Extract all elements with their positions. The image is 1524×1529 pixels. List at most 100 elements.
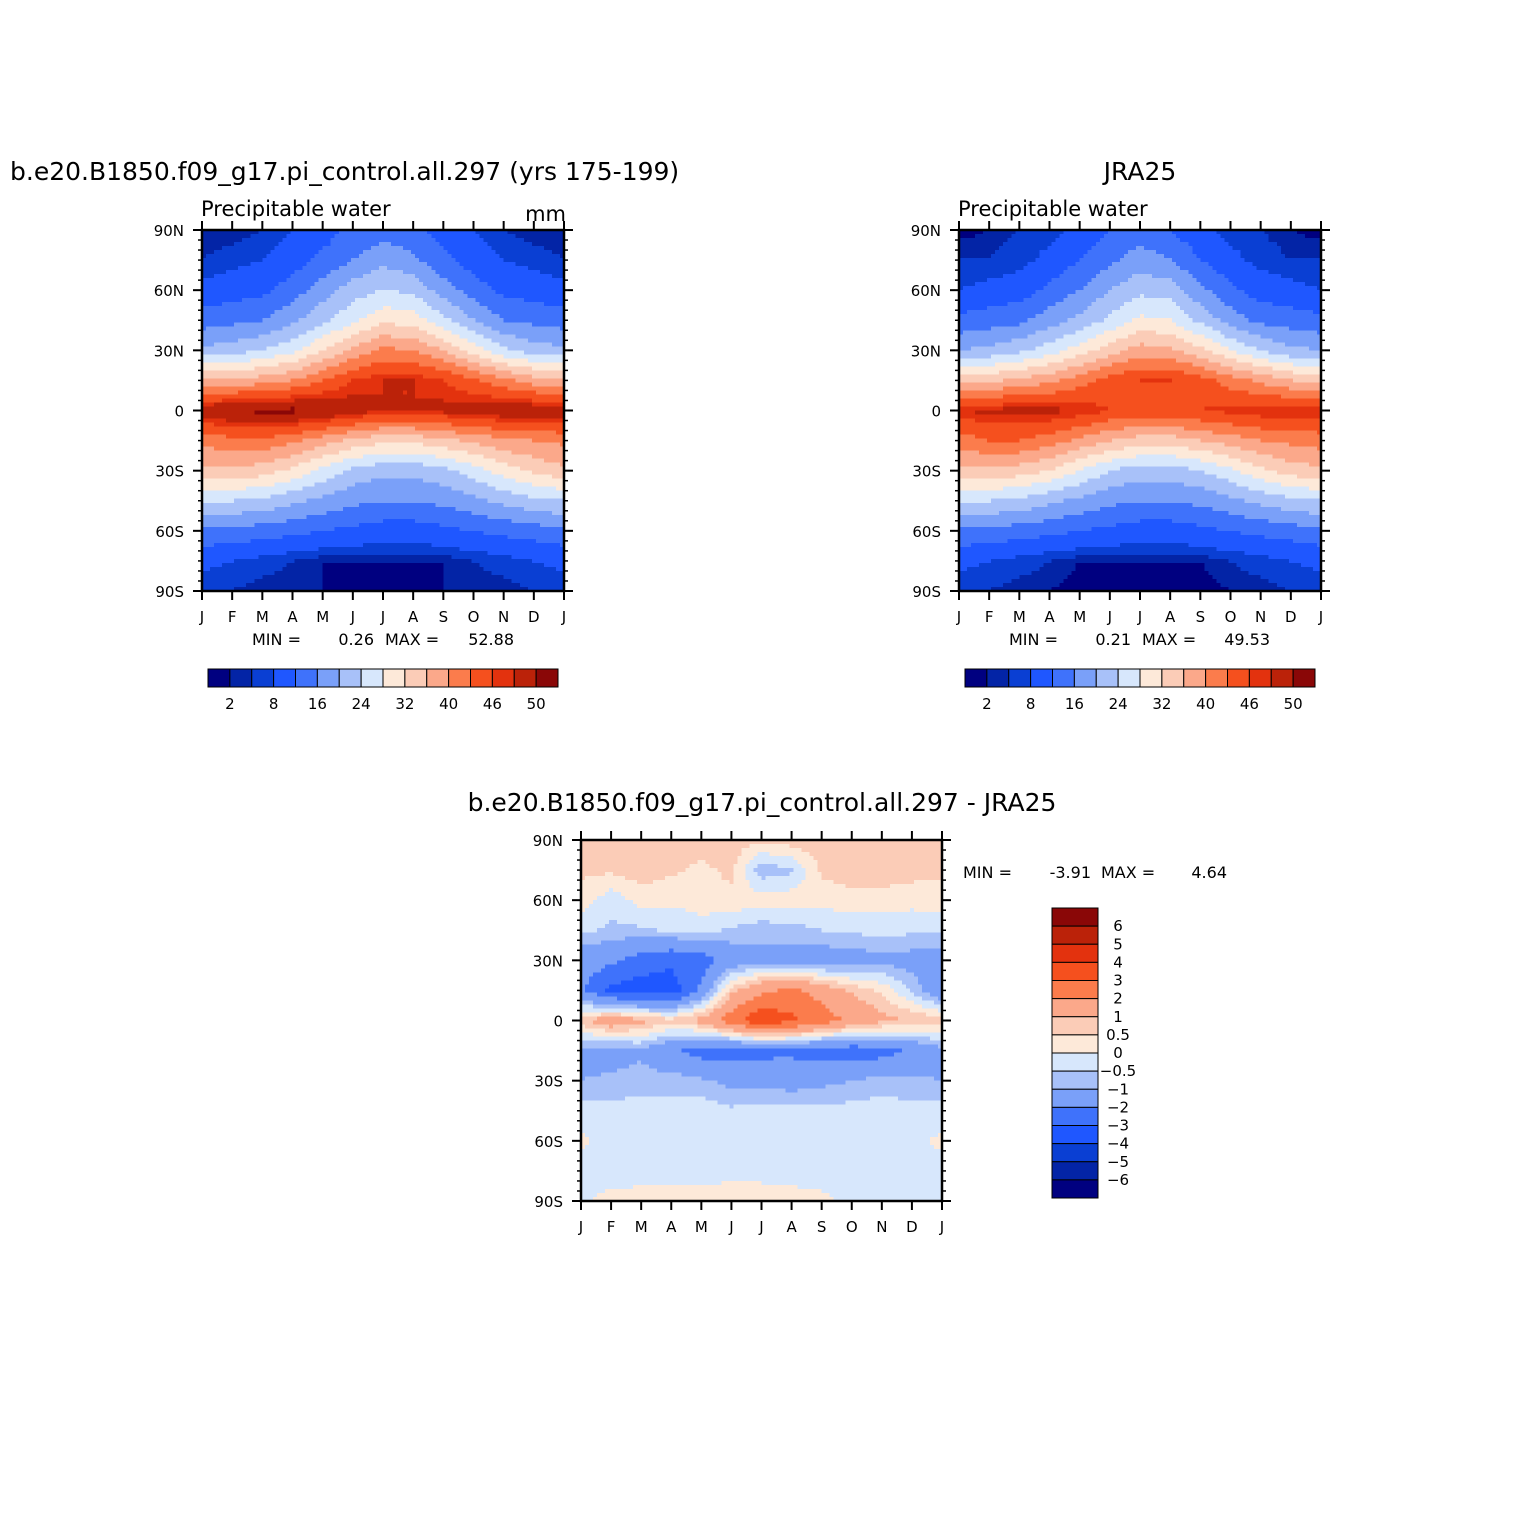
heatmap-cell xyxy=(391,411,396,416)
heatmap-cell xyxy=(206,443,211,448)
heatmap-cell xyxy=(335,427,340,432)
heatmap-cell xyxy=(327,419,332,424)
heatmap-cell xyxy=(484,330,489,335)
heatmap-cell xyxy=(363,362,368,367)
heatmap-cell xyxy=(455,290,460,295)
heatmap-cell xyxy=(218,427,223,432)
heatmap-cell xyxy=(467,406,472,411)
heatmap-cell xyxy=(423,238,428,243)
heatmap-cell xyxy=(363,314,368,319)
heatmap-cell xyxy=(552,302,557,307)
heatmap-cell xyxy=(355,326,360,331)
heatmap-cell xyxy=(331,394,336,399)
heatmap-cell xyxy=(274,386,279,391)
heatmap-cell xyxy=(226,318,231,323)
heatmap-cell xyxy=(540,306,545,311)
heatmap-cell xyxy=(508,290,513,295)
heatmap-cell xyxy=(278,234,283,239)
heatmap-cell xyxy=(230,314,235,319)
heatmap-cell xyxy=(307,411,312,416)
heatmap-cell xyxy=(307,246,312,251)
heatmap-cell xyxy=(355,423,360,428)
heatmap-cell xyxy=(258,310,263,315)
heatmap-cell xyxy=(504,326,509,331)
heatmap-cell xyxy=(282,322,287,327)
heatmap-cell xyxy=(242,427,247,432)
heatmap-cell xyxy=(399,258,404,263)
heatmap-cell xyxy=(476,358,481,363)
heatmap-cell xyxy=(532,246,537,251)
heatmap-cell xyxy=(371,242,376,247)
heatmap-cell xyxy=(375,370,380,375)
heatmap-cell xyxy=(250,435,255,440)
heatmap-cell xyxy=(552,258,557,263)
heatmap-cell xyxy=(387,378,392,383)
heatmap-cell xyxy=(319,354,324,359)
heatmap-cell xyxy=(512,443,517,448)
heatmap-cell xyxy=(367,443,372,448)
heatmap-cell xyxy=(500,242,505,247)
heatmap-cell xyxy=(371,234,376,239)
heatmap-cell xyxy=(343,374,348,379)
heatmap-cell xyxy=(423,411,428,416)
heatmap-cell xyxy=(423,439,428,444)
heatmap-cell xyxy=(395,423,400,428)
heatmap-cell xyxy=(435,318,440,323)
heatmap-cell xyxy=(258,306,263,311)
heatmap-cell xyxy=(415,415,420,420)
heatmap-cell xyxy=(520,354,525,359)
heatmap-cell xyxy=(270,318,275,323)
heatmap-cell xyxy=(403,406,408,411)
heatmap-cell xyxy=(323,250,328,255)
heatmap-cell xyxy=(299,342,304,347)
heatmap-cell xyxy=(218,302,223,307)
heatmap-cell xyxy=(520,398,525,403)
heatmap-cell xyxy=(347,246,352,251)
heatmap-cell xyxy=(459,254,464,259)
heatmap-cell xyxy=(423,282,428,287)
heatmap-cell xyxy=(443,431,448,436)
heatmap-cell xyxy=(447,394,452,399)
heatmap-cell xyxy=(439,246,444,251)
heatmap-cell xyxy=(467,274,472,279)
heatmap-cell xyxy=(379,302,384,307)
heatmap-cell xyxy=(319,330,324,335)
heatmap-cell xyxy=(303,298,308,303)
heatmap-cell xyxy=(548,443,553,448)
heatmap-cell xyxy=(331,266,336,271)
heatmap-cell xyxy=(512,439,517,444)
heatmap-cell xyxy=(536,398,541,403)
heatmap-cell xyxy=(238,334,243,339)
heatmap-cell xyxy=(536,282,541,287)
heatmap-cell xyxy=(359,282,364,287)
heatmap-cell xyxy=(234,282,239,287)
heatmap-cell xyxy=(403,439,408,444)
heatmap-cell xyxy=(319,290,324,295)
heatmap-cell xyxy=(339,358,344,363)
heatmap-cell xyxy=(331,423,336,428)
heatmap-cell xyxy=(303,346,308,351)
heatmap-cell xyxy=(395,246,400,251)
heatmap-cell xyxy=(536,318,541,323)
heatmap-cell xyxy=(226,435,231,440)
heatmap-cell xyxy=(419,362,424,367)
heatmap-cell xyxy=(250,427,255,432)
heatmap-cell xyxy=(323,370,328,375)
heatmap-cell xyxy=(391,310,396,315)
heatmap-cell xyxy=(496,386,501,391)
heatmap-cell xyxy=(492,238,497,243)
heatmap-cell xyxy=(520,415,525,420)
heatmap-cell xyxy=(544,378,549,383)
heatmap-cell xyxy=(480,411,485,416)
heatmap-cell xyxy=(266,402,271,407)
heatmap-cell xyxy=(331,294,336,299)
heatmap-cell xyxy=(327,362,332,367)
heatmap-cell xyxy=(544,286,549,291)
heatmap-cell xyxy=(435,282,440,287)
heatmap-cell xyxy=(379,350,384,355)
heatmap-cell xyxy=(508,330,513,335)
heatmap-cell xyxy=(286,398,291,403)
heatmap-cell xyxy=(367,394,372,399)
heatmap-cell xyxy=(282,350,287,355)
heatmap-cell xyxy=(443,402,448,407)
